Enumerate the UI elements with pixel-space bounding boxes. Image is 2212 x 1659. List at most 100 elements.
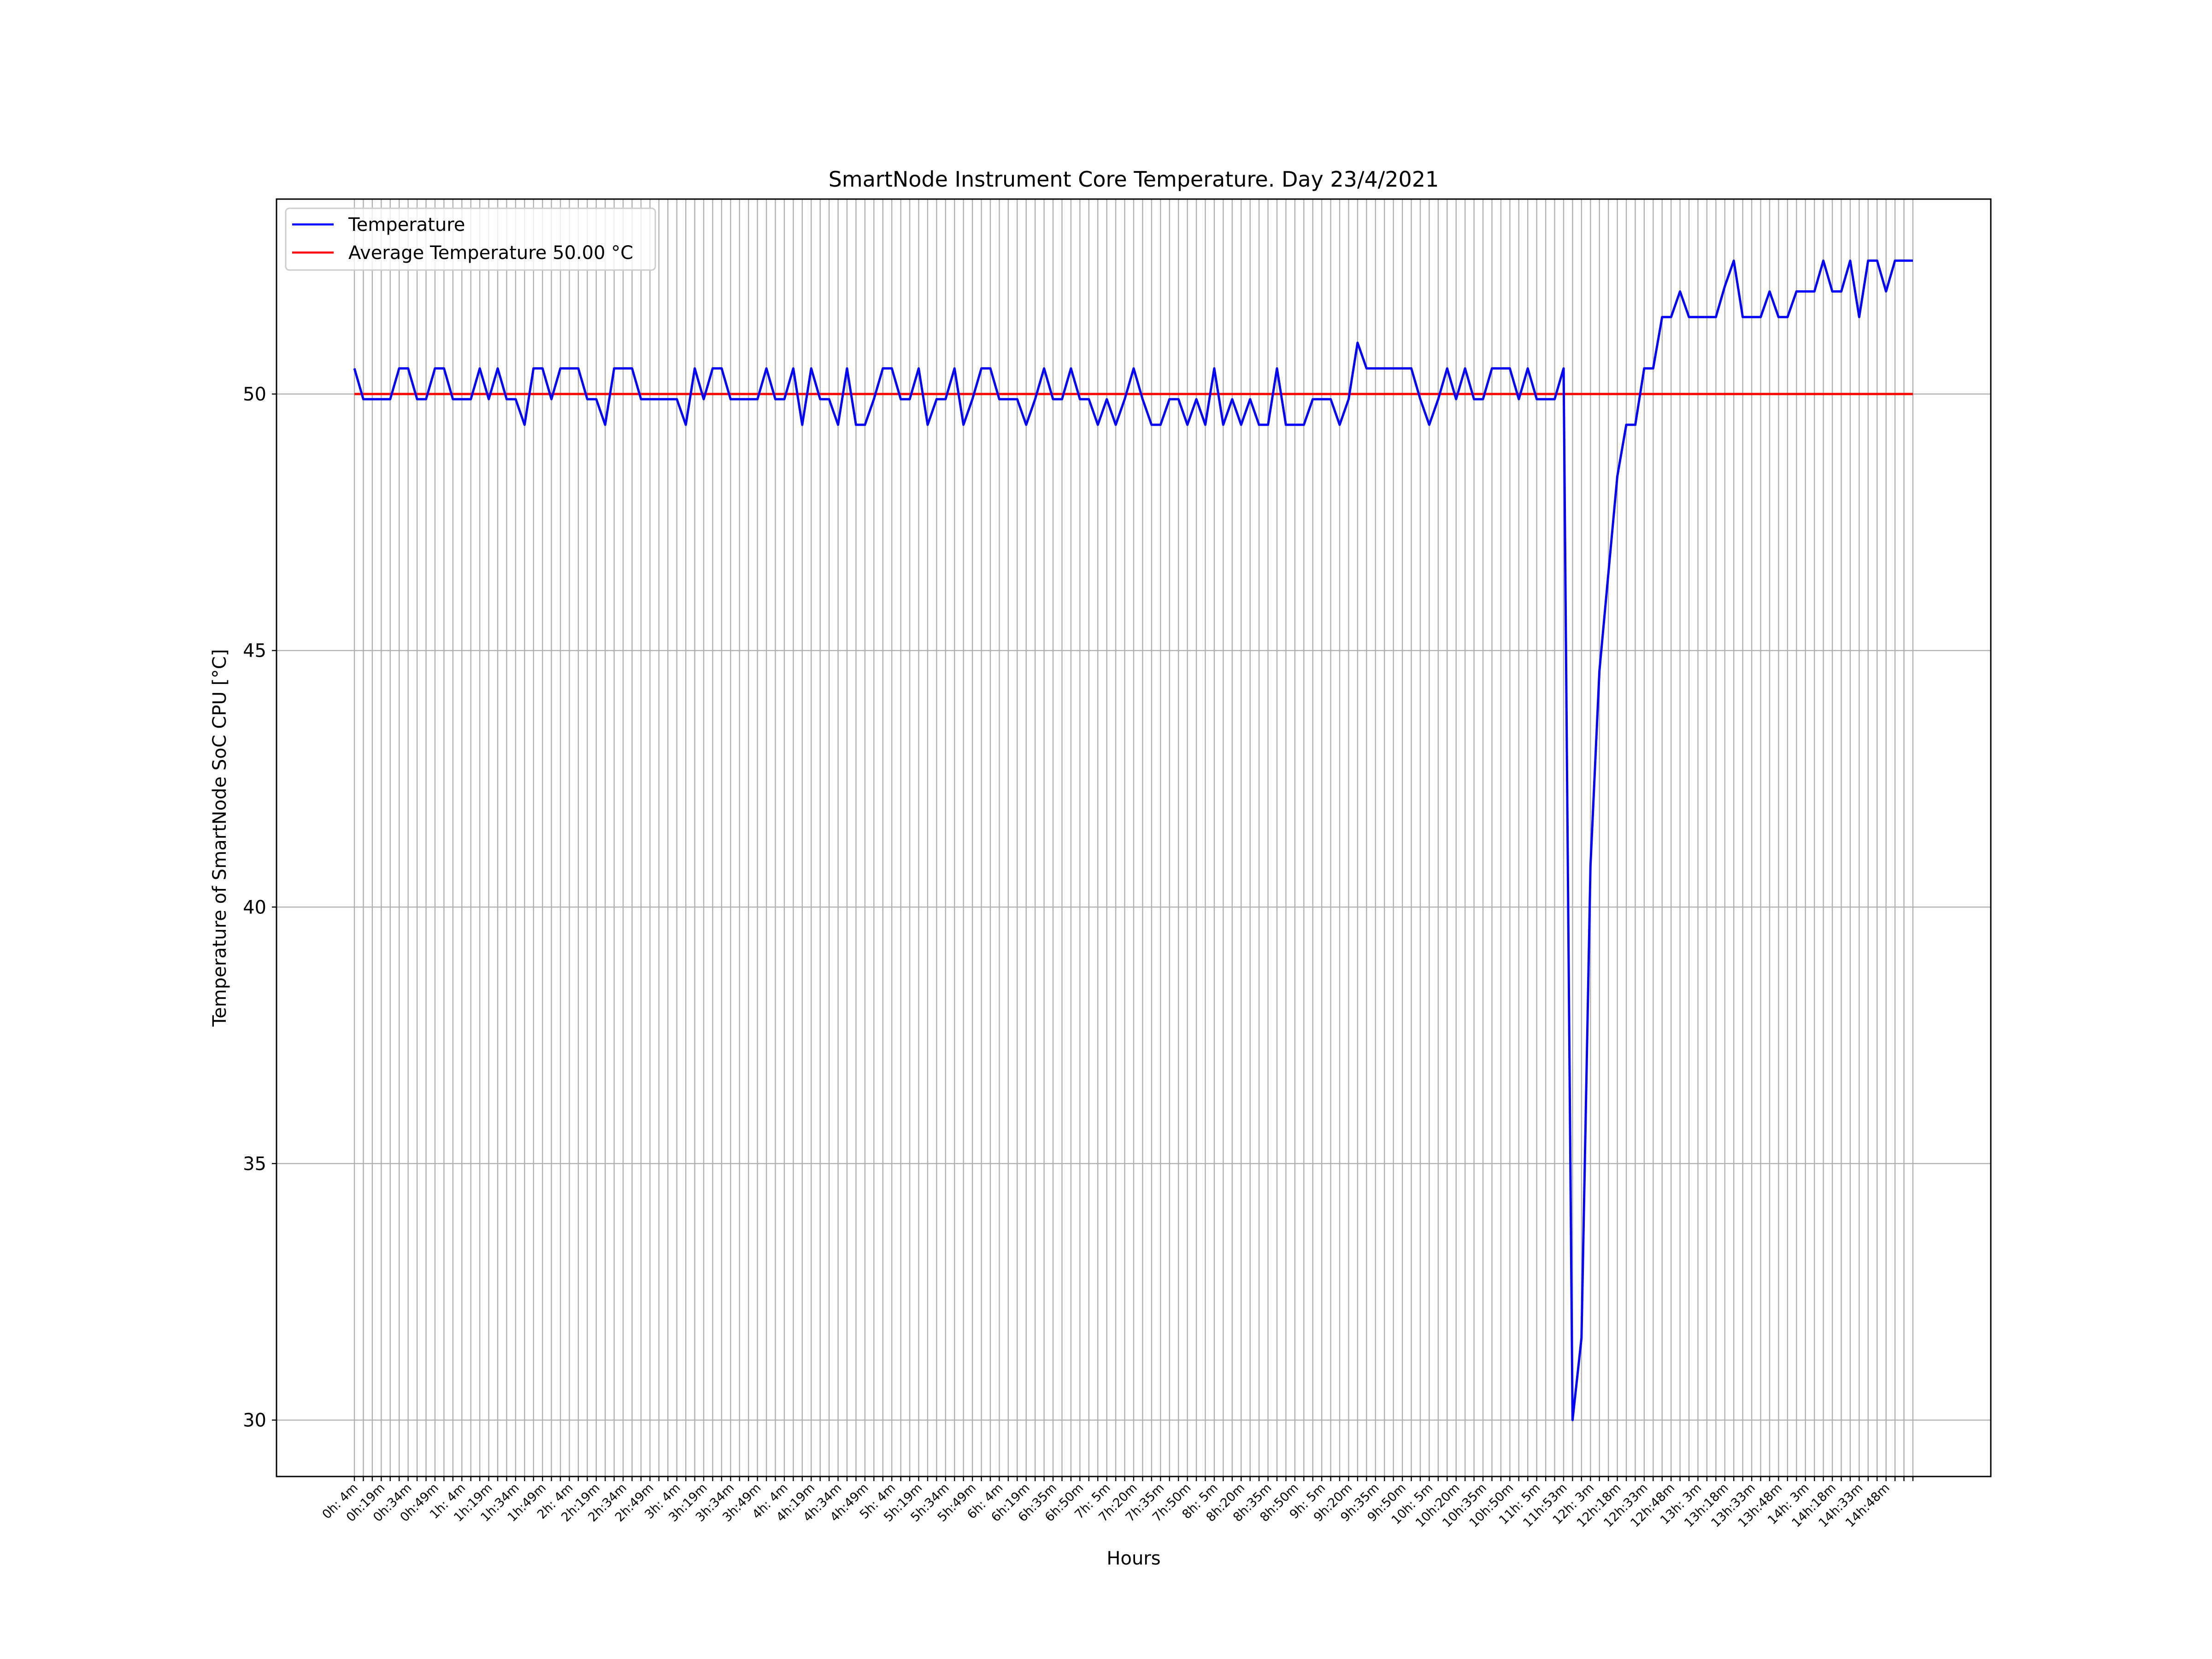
y-tick-label: 35 (243, 1153, 266, 1175)
legend: Temperature Average Temperature 50.00 °C (285, 207, 656, 271)
temperature-data-point (819, 398, 821, 400)
temperature-data-point (1455, 398, 1457, 400)
temperature-data-point (1751, 316, 1753, 318)
temperature-data-point (1903, 259, 1905, 262)
temperature-data-point (1643, 367, 1645, 370)
temperature-data-point (712, 367, 714, 370)
temperature-data-point (613, 367, 615, 370)
temperature-data-point (1204, 424, 1206, 426)
temperature-data-point (1007, 398, 1009, 400)
y-axis-label: Temperature of SmartNode SoC CPU [°C] (209, 649, 230, 1027)
temperature-data-point (1339, 424, 1341, 426)
temperature-data-point (1383, 367, 1386, 370)
temperature-data-point (1410, 367, 1412, 370)
temperature-data-point (443, 367, 445, 370)
temperature-data-point (720, 367, 723, 370)
temperature-data-point (1670, 316, 1672, 318)
temperature-data-point (1876, 259, 1878, 262)
temperature-data-point (765, 367, 768, 370)
temperature-data-point (1168, 398, 1171, 400)
temperature-data-point (900, 398, 902, 400)
temperature-series-line (353, 259, 1913, 1421)
temperature-data-point (559, 367, 562, 370)
temperature-data-point (550, 398, 553, 400)
temperature-data-point (962, 424, 965, 426)
temperature-data-point (1535, 398, 1538, 400)
temperature-data-point (1634, 424, 1636, 426)
temperature-data-point (1195, 398, 1198, 400)
temperature-data-point (667, 398, 669, 400)
temperature-data-point (891, 367, 893, 370)
temperature-data-point (1356, 341, 1359, 344)
temperature-data-point (1231, 398, 1233, 400)
legend-average-label: Average Temperature 50.00 °C (348, 242, 633, 264)
temperature-data-point (1562, 367, 1565, 370)
temperature-data-point (1589, 865, 1592, 867)
temperature-data-point (434, 367, 436, 370)
temperature-data-point (1553, 398, 1556, 400)
temperature-data-point (488, 398, 490, 400)
temperature-data-point (1706, 316, 1708, 318)
temperature-data-point (1786, 316, 1788, 318)
temperature-data-point (1527, 367, 1529, 370)
temperature-data-point (1070, 367, 1072, 370)
temperature-data-point (1267, 424, 1269, 426)
temperature-data-point (1598, 670, 1600, 672)
temperature-data-point (909, 398, 911, 400)
temperature-data-point (873, 398, 875, 400)
temperature-data-point (1401, 367, 1404, 370)
temperature-data-point (729, 398, 732, 400)
temperature-data-point (1473, 398, 1475, 400)
temperature-data-point (461, 398, 463, 400)
temperature-data-point (1374, 367, 1377, 370)
temperature-data-point (1894, 259, 1896, 262)
legend-temperature-label: Temperature (348, 214, 465, 235)
temperature-data-point (1769, 290, 1771, 293)
temperature-data-point (1652, 367, 1654, 370)
temperature-data-point (1849, 259, 1851, 262)
temperature-data-point (971, 398, 974, 400)
temperature-data-point (792, 367, 794, 370)
temperature-data-point (1419, 398, 1421, 400)
temperature-data-point (1733, 259, 1735, 262)
temperature-data-point (1518, 398, 1520, 400)
x-axis-label: Hours (1106, 1548, 1160, 1569)
temperature-data-point (1885, 290, 1887, 293)
temperature-data-point (828, 398, 830, 400)
temperature-data-point (1258, 424, 1260, 426)
chart-title: SmartNode Instrument Core Temperature. D… (829, 167, 1439, 192)
temperature-data-point (810, 367, 812, 370)
y-tick-label: 30 (243, 1410, 266, 1431)
temperature-data-point (1831, 290, 1834, 293)
temperature-data-point (541, 367, 544, 370)
temperature-data-point (882, 367, 884, 370)
temperature-data-point (1428, 424, 1430, 426)
temperature-data-point (989, 367, 992, 370)
temperature-data-point (1150, 424, 1153, 426)
temperature-data-point (1034, 398, 1036, 400)
temperature-data-point (1822, 259, 1824, 262)
temperature-data-point (568, 367, 571, 370)
temperature-data-point (1795, 290, 1798, 293)
temperature-data-point (1321, 398, 1323, 400)
temperature-data-point (640, 398, 642, 400)
temperature-data-point (738, 398, 741, 400)
temperature-data-point (362, 398, 365, 400)
temperature-data-point (622, 367, 624, 370)
temperature-data-point (1571, 1419, 1574, 1421)
temperature-data-point (1240, 424, 1242, 426)
temperature-data-point (577, 367, 579, 370)
temperature-data-point (1312, 398, 1314, 400)
temperature-data-point (1213, 367, 1215, 370)
y-tick-label: 40 (243, 897, 266, 918)
temperature-data-point (1482, 398, 1484, 400)
temperature-data-point (1052, 398, 1054, 400)
temperature-data-point (1580, 1337, 1583, 1339)
temperature-data-point (953, 367, 956, 370)
temperature-data-point (1509, 367, 1511, 370)
temperature-data-point (1607, 572, 1610, 575)
temperature-data-point (1088, 398, 1090, 400)
legend-box (285, 207, 656, 271)
temperature-data-point (1616, 475, 1618, 477)
